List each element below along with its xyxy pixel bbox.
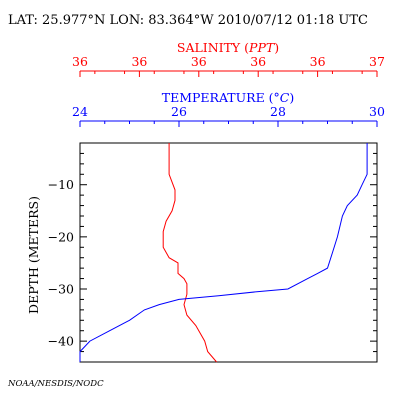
- depth-tick-label: −40: [48, 334, 74, 349]
- temperature-axis-title: TEMPERATURE (°C): [162, 90, 295, 105]
- temperature-axis: TEMPERATURE (°C) 24 26 28 30: [72, 90, 385, 127]
- series-layer: [79, 143, 368, 363]
- depth-tick-label: −30: [48, 282, 74, 297]
- salinity-axis-title: SALINITY (PPT): [177, 40, 279, 55]
- temperature-tick-label: 28: [270, 104, 286, 119]
- salinity-tick-label: 36: [72, 54, 88, 69]
- salinity-profile-line: [162, 143, 217, 363]
- temperature-tick-label: 24: [72, 104, 88, 119]
- depth-tick-label: −10: [48, 177, 74, 192]
- depth-axis: −10 −20 −30 −40: [48, 177, 377, 349]
- depth-tick-label: −20: [48, 229, 74, 244]
- depth-axis-title: DEPTH (METERS): [26, 196, 41, 314]
- salinity-tick-label: 36: [310, 54, 326, 69]
- salinity-tick-label: 36: [131, 54, 147, 69]
- depth-minor-ticks: [80, 152, 377, 363]
- salinity-tick-label: 36: [191, 54, 207, 69]
- salinity-axis: SALINITY (PPT) 36 36 36 36 36 37: [72, 40, 385, 77]
- credit-label: NOAA/NESDIS/NODC: [7, 379, 104, 389]
- temperature-tick-label: 30: [369, 104, 385, 119]
- salinity-tick-label: 37: [369, 54, 385, 69]
- temperature-tick-label: 26: [171, 104, 187, 119]
- temperature-profile-line: [79, 143, 368, 362]
- salinity-tick-label: 36: [250, 54, 266, 69]
- station-header: LAT: 25.977°N LON: 83.364°W 2010/07/12 0…: [8, 13, 368, 28]
- plot-frame: [79, 142, 378, 363]
